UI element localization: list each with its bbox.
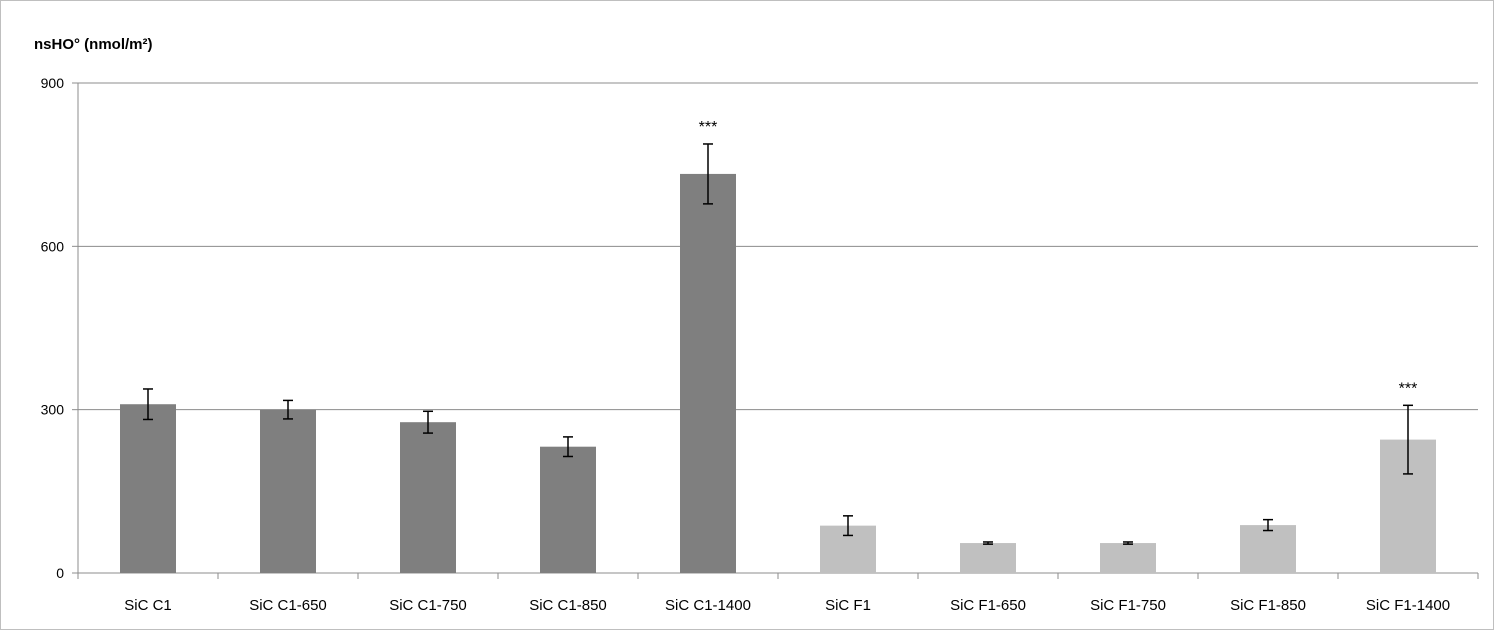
x-tick-label: SiC F1-650 [950,597,1026,614]
x-tick-label: SiC F1-850 [1230,597,1306,614]
bar [680,173,736,573]
x-tick-label: SiC C1-1400 [665,597,751,614]
bar [120,404,176,573]
x-tick-label: SiC C1-650 [249,597,327,614]
bar [260,409,316,573]
y-axis-label: nsHO° (nmol/m²) [34,36,153,53]
x-tick-label: SiC C1-850 [529,597,607,614]
x-tick-label: SiC F1-1400 [1366,597,1450,614]
y-tick-label: 300 [41,402,65,418]
bar [1100,543,1156,573]
y-tick-label: 0 [56,565,64,581]
x-tick-label: SiC F1-750 [1090,597,1166,614]
y-tick-label: 900 [41,75,65,91]
x-tick-label: SiC F1 [825,597,871,614]
bar [1240,525,1296,573]
bar [960,543,1016,573]
significance-annotation: *** [1399,380,1418,397]
significance-annotation: *** [699,119,718,136]
bar [400,422,456,573]
y-tick-label: 600 [41,238,65,254]
x-tick-label: SiC C1 [124,597,172,614]
x-tick-label: SiC C1-750 [389,597,467,614]
bar [540,446,596,573]
